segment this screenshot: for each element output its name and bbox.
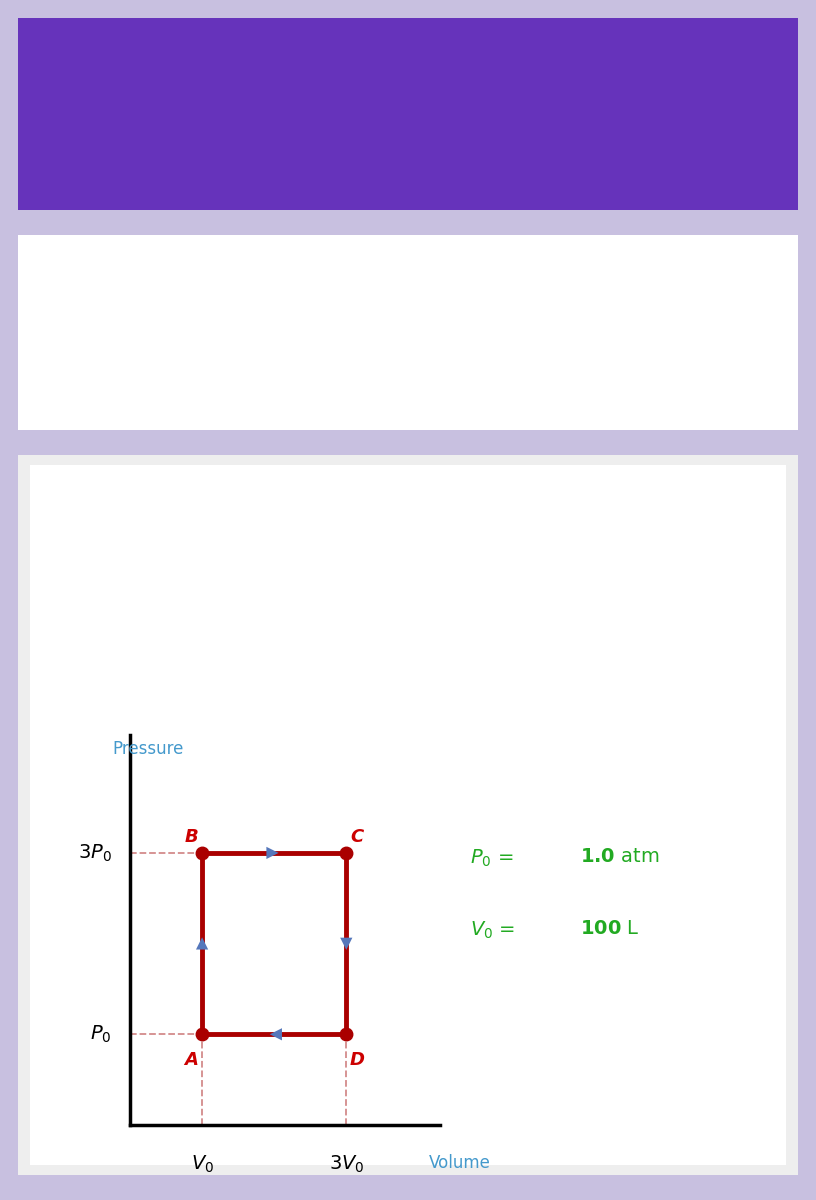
Text: temperature of the system at point A is 200 K.: temperature of the system at point A is … xyxy=(49,385,552,406)
Text: $P_0$: $P_0$ xyxy=(91,1024,112,1045)
Text: cycle illustrated in the given PV-diagram. The: cycle illustrated in the given PV-diagra… xyxy=(49,325,539,344)
Text: A: A xyxy=(184,1051,198,1069)
Text: $\mathbf{1.0}$ atm: $\mathbf{1.0}$ atm xyxy=(580,847,659,866)
Text: Pressure: Pressure xyxy=(112,739,184,757)
Text: $V_0$ =: $V_0$ = xyxy=(470,919,517,941)
Text: $V_0$: $V_0$ xyxy=(191,1154,214,1175)
Text: $3P_0$: $3P_0$ xyxy=(78,842,112,864)
Text: An ideal diatomic gas follows the thermodynamic: An ideal diatomic gas follows the thermo… xyxy=(49,264,582,284)
Text: $3V_0$: $3V_0$ xyxy=(329,1154,364,1175)
Text: B: B xyxy=(184,828,198,846)
Text: $P_0$ =: $P_0$ = xyxy=(470,847,516,869)
Text: Problem: Second Law of: Problem: Second Law of xyxy=(57,53,453,80)
Text: Volume: Volume xyxy=(429,1154,491,1172)
Text: D: D xyxy=(349,1051,365,1069)
Text: $\mathbf{100}$ L: $\mathbf{100}$ L xyxy=(580,919,640,938)
Text: Thermodynamics: Thermodynamics xyxy=(57,137,337,166)
Text: C: C xyxy=(350,828,364,846)
